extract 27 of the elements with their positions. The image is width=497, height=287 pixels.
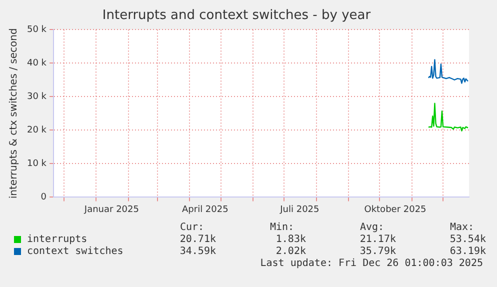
text: Cur: <box>180 222 204 233</box>
legend-label: context switches <box>27 246 124 257</box>
x-tick-label: Oktober 2025 <box>364 204 426 215</box>
y-axis-title: interrupts & ctx switches / second <box>8 28 20 199</box>
text: 63.19k <box>450 246 486 257</box>
text: Last update: Fri Dec 26 01:00:03 2025 <box>260 258 483 269</box>
text: 53.54k <box>450 234 486 245</box>
x-tick-label: Januar 2025 <box>83 204 139 215</box>
text: 20.71k <box>180 234 216 245</box>
legend-label: interrupts <box>27 234 88 245</box>
x-tick-label: April 2025 <box>182 204 228 215</box>
text: 1.83k <box>276 234 306 245</box>
text: Max: <box>450 222 474 233</box>
chart-title: Interrupts and context switches - by year <box>102 8 372 24</box>
text: 21.17k <box>360 234 396 245</box>
x-tick-label: Juli 2025 <box>279 204 320 215</box>
text: 34.59k <box>180 246 216 257</box>
text: 35.79k <box>360 246 396 257</box>
y-tick-label: 0 <box>40 192 47 203</box>
text: Avg: <box>360 222 384 233</box>
y-tick-label: 30 k <box>26 92 48 102</box>
text: 2.02k <box>276 246 306 257</box>
y-tick-label: 10 k <box>26 159 48 170</box>
y-tick-label: 40 k <box>26 58 48 68</box>
y-tick-label: 20 k <box>26 126 48 136</box>
y-tick-label: 50 k <box>26 24 48 35</box>
text: Min: <box>270 222 294 233</box>
